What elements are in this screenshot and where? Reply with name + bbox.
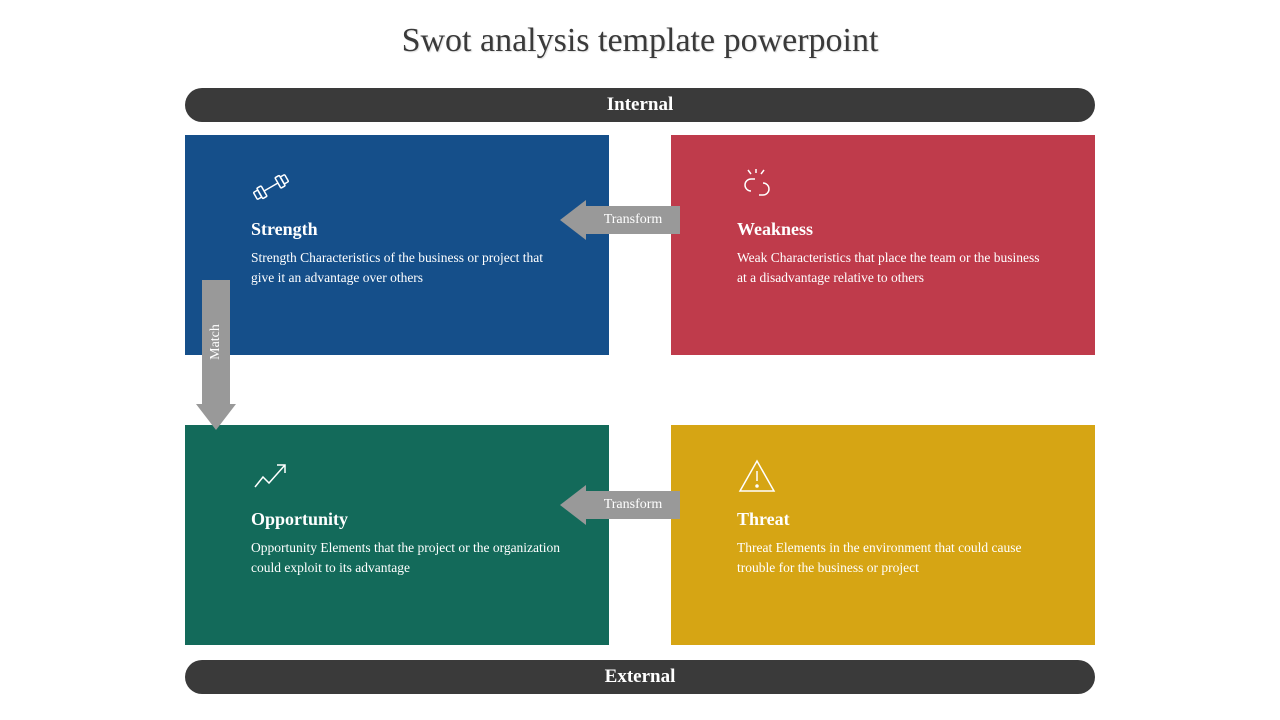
card-strength: Strength Strength Characteristics of the…: [185, 135, 609, 355]
card-threat-title: Threat: [737, 509, 1069, 530]
card-opportunity: Opportunity Opportunity Elements that th…: [185, 425, 609, 645]
card-opportunity-body: Opportunity Elements that the project or…: [251, 538, 561, 577]
arrow-transform-top: Transform: [560, 200, 680, 240]
internal-label: Internal: [185, 88, 1095, 122]
arrow-transform-bottom: Transform: [560, 485, 680, 525]
card-threat-body: Threat Elements in the environment that …: [737, 538, 1047, 577]
trend-up-icon: [251, 453, 583, 497]
arrow-match-label: Match: [208, 324, 224, 360]
card-threat: Threat Threat Elements in the environmen…: [671, 425, 1095, 645]
card-weakness: Weakness Weak Characteristics that place…: [671, 135, 1095, 355]
warning-icon: [737, 453, 1069, 497]
dumbbell-icon: [251, 163, 583, 207]
arrow-transform-bottom-label: Transform: [586, 491, 680, 519]
card-strength-body: Strength Characteristics of the business…: [251, 248, 561, 287]
card-weakness-title: Weakness: [737, 219, 1069, 240]
external-label: External: [185, 660, 1095, 694]
card-strength-title: Strength: [251, 219, 583, 240]
arrow-transform-top-label: Transform: [586, 206, 680, 234]
arrow-match: Match: [196, 280, 236, 430]
card-weakness-body: Weak Characteristics that place the team…: [737, 248, 1047, 287]
card-opportunity-title: Opportunity: [251, 509, 583, 530]
broken-link-icon: [737, 163, 1069, 207]
page-title: Swot analysis template powerpoint: [0, 0, 1280, 60]
